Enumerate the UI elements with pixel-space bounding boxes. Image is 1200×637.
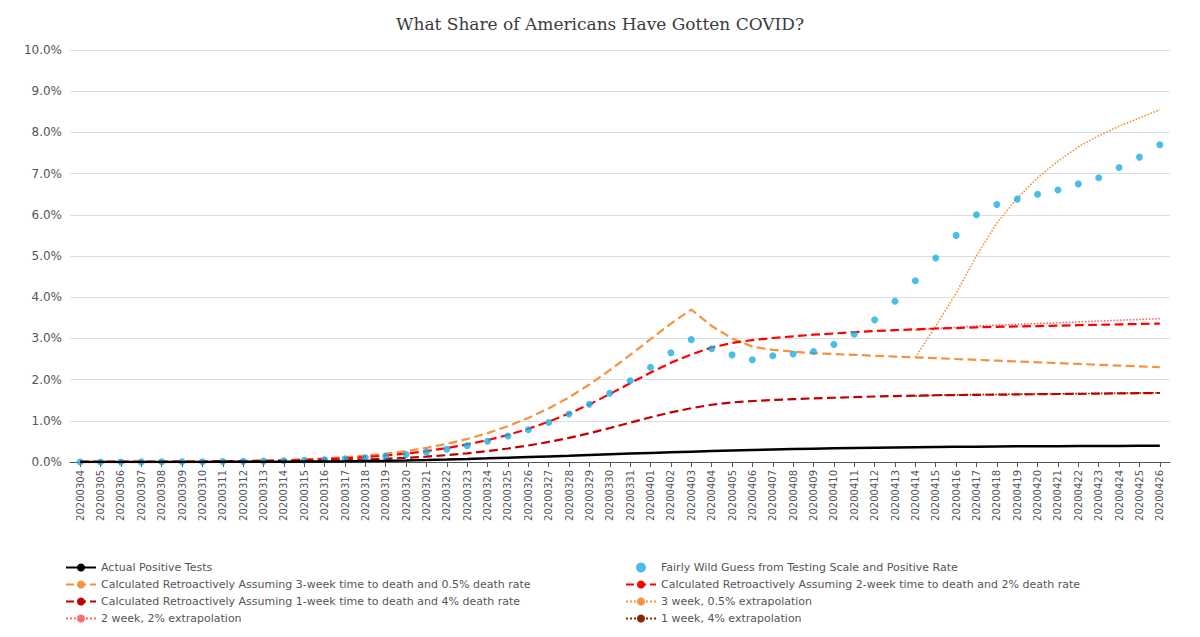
svg-text:20200406: 20200406 xyxy=(747,470,758,521)
svg-text:0.0%: 0.0% xyxy=(32,455,63,469)
svg-text:20200409: 20200409 xyxy=(808,470,819,521)
svg-text:20200328: 20200328 xyxy=(564,470,575,521)
svg-text:20200319: 20200319 xyxy=(380,470,391,521)
svg-text:20200404: 20200404 xyxy=(706,470,717,521)
svg-text:20200331: 20200331 xyxy=(625,470,636,521)
svg-text:20200419: 20200419 xyxy=(1012,470,1023,521)
svg-text:20200420: 20200420 xyxy=(1032,470,1043,521)
svg-text:20200408: 20200408 xyxy=(788,470,799,521)
svg-text:20200415: 20200415 xyxy=(930,470,941,521)
svg-text:2 week, 2% extrapolation: 2 week, 2% extrapolation xyxy=(101,612,242,625)
svg-text:6.0%: 6.0% xyxy=(32,208,63,222)
svg-text:20200327: 20200327 xyxy=(543,470,554,521)
svg-text:20200403: 20200403 xyxy=(686,470,697,521)
svg-text:20200311: 20200311 xyxy=(217,470,228,521)
svg-text:20200421: 20200421 xyxy=(1052,470,1063,521)
svg-text:Calculated Retroactively Assum: Calculated Retroactively Assuming 1-week… xyxy=(101,595,520,608)
svg-text:20200423: 20200423 xyxy=(1093,470,1104,521)
svg-text:20200329: 20200329 xyxy=(584,470,595,521)
svg-text:20200312: 20200312 xyxy=(238,470,249,521)
svg-text:20200407: 20200407 xyxy=(767,470,778,521)
svg-text:20200310: 20200310 xyxy=(197,470,208,521)
svg-text:3 week, 0.5% extrapolation: 3 week, 0.5% extrapolation xyxy=(661,595,812,608)
svg-text:20200320: 20200320 xyxy=(401,470,412,521)
svg-text:Calculated Retroactively Assum: Calculated Retroactively Assuming 2-week… xyxy=(661,578,1080,591)
svg-text:20200321: 20200321 xyxy=(421,470,432,521)
svg-text:20200402: 20200402 xyxy=(665,470,676,521)
svg-text:20200313: 20200313 xyxy=(258,470,269,521)
svg-text:20200416: 20200416 xyxy=(951,470,962,521)
svg-text:20200325: 20200325 xyxy=(502,470,513,521)
svg-text:20200316: 20200316 xyxy=(319,470,330,521)
svg-text:20200405: 20200405 xyxy=(727,470,738,521)
svg-text:20200413: 20200413 xyxy=(890,470,901,521)
svg-text:20200418: 20200418 xyxy=(991,470,1002,521)
svg-text:20200309: 20200309 xyxy=(177,470,188,521)
svg-text:20200315: 20200315 xyxy=(299,470,310,521)
svg-text:4.0%: 4.0% xyxy=(32,290,63,304)
svg-text:20200411: 20200411 xyxy=(849,470,860,521)
svg-text:8.0%: 8.0% xyxy=(32,125,63,139)
svg-text:Actual Positive Tests: Actual Positive Tests xyxy=(101,561,213,574)
svg-text:20200304: 20200304 xyxy=(75,470,86,521)
svg-text:20200414: 20200414 xyxy=(910,470,921,521)
svg-text:1.0%: 1.0% xyxy=(32,414,63,428)
svg-text:20200424: 20200424 xyxy=(1114,470,1125,521)
svg-text:Fairly Wild Guess from Testing: Fairly Wild Guess from Testing Scale and… xyxy=(661,561,958,574)
svg-text:Calculated Retroactively Assum: Calculated Retroactively Assuming 3-week… xyxy=(101,578,531,591)
svg-text:20200410: 20200410 xyxy=(828,470,839,521)
svg-text:7.0%: 7.0% xyxy=(32,167,63,181)
svg-text:20200305: 20200305 xyxy=(95,470,106,521)
svg-text:20200412: 20200412 xyxy=(869,470,880,521)
svg-text:20200401: 20200401 xyxy=(645,470,656,521)
svg-text:20200306: 20200306 xyxy=(115,470,126,521)
svg-text:20200323: 20200323 xyxy=(462,470,473,521)
svg-text:10.0%: 10.0% xyxy=(24,43,62,57)
svg-text:20200324: 20200324 xyxy=(482,470,493,521)
svg-text:20200422: 20200422 xyxy=(1073,470,1084,521)
svg-text:What Share of Americans Have G: What Share of Americans Have Gotten COVI… xyxy=(396,14,804,34)
svg-text:20200307: 20200307 xyxy=(136,470,147,521)
svg-text:20200326: 20200326 xyxy=(523,470,534,521)
svg-text:20200317: 20200317 xyxy=(340,470,351,521)
svg-text:20200417: 20200417 xyxy=(971,470,982,521)
svg-text:9.0%: 9.0% xyxy=(32,84,63,98)
svg-text:20200308: 20200308 xyxy=(156,470,167,521)
svg-text:5.0%: 5.0% xyxy=(32,249,63,263)
svg-text:3.0%: 3.0% xyxy=(32,331,63,345)
svg-text:20200426: 20200426 xyxy=(1154,470,1165,521)
svg-text:20200318: 20200318 xyxy=(360,470,371,521)
svg-text:2.0%: 2.0% xyxy=(32,373,63,387)
svg-text:20200425: 20200425 xyxy=(1134,470,1145,521)
svg-text:20200314: 20200314 xyxy=(278,470,289,521)
svg-text:1 week, 4% extrapolation: 1 week, 4% extrapolation xyxy=(661,612,802,625)
svg-text:20200322: 20200322 xyxy=(441,470,452,521)
svg-text:20200330: 20200330 xyxy=(604,470,615,521)
